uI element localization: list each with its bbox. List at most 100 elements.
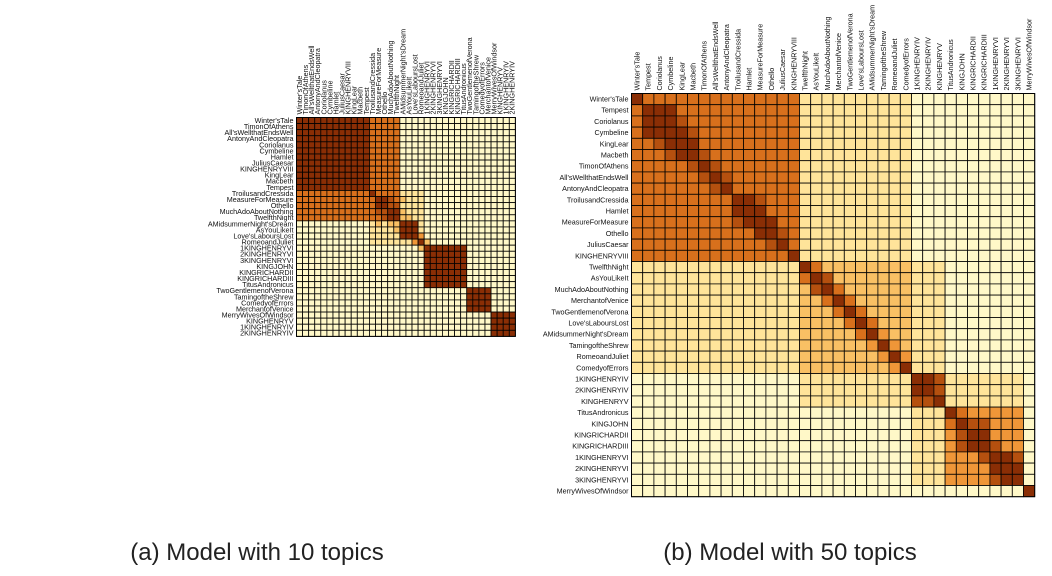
heatmap-cell — [866, 328, 879, 341]
heatmap-cell — [720, 104, 733, 117]
heatmap-cell — [448, 165, 455, 173]
heatmap-cell — [369, 263, 376, 270]
heatmap-cell — [978, 249, 991, 262]
heatmap-cell — [369, 196, 376, 204]
heatmap-cell — [653, 182, 666, 195]
heatmap-cell — [393, 275, 401, 283]
heatmap-cell — [387, 287, 395, 295]
heatmap-cell — [776, 406, 789, 419]
column-label: TamingoftheShrew — [879, 30, 888, 90]
heatmap-cell — [754, 417, 767, 430]
heatmap-cell — [466, 323, 474, 331]
heatmap-cell — [675, 137, 688, 150]
row-label: Coriolanus — [594, 117, 629, 126]
heatmap-cell — [933, 249, 946, 262]
heatmap-cell — [787, 339, 800, 352]
heatmap-cell — [899, 137, 912, 150]
heatmap-cell — [687, 104, 700, 117]
heatmap-cell — [911, 305, 924, 318]
heatmap-cell — [356, 177, 364, 185]
heatmap-cell — [731, 451, 744, 464]
heatmap-cell — [832, 373, 845, 386]
heatmap-cell — [466, 135, 474, 143]
row-label: 2KINGHENRYVI — [575, 464, 628, 473]
heatmap-cell — [399, 141, 407, 149]
heatmap-cell — [843, 104, 856, 117]
heatmap-cell — [387, 226, 395, 234]
heatmap-cell — [855, 417, 868, 430]
heatmap-cell — [466, 177, 474, 185]
heatmap-cell — [709, 216, 722, 229]
heatmap-cell — [296, 147, 303, 155]
heatmap-cell — [899, 305, 912, 318]
heatmap-cell — [362, 129, 370, 137]
heatmap-cell — [776, 384, 789, 397]
heatmap-cell — [496, 183, 504, 191]
heatmap-cell — [989, 149, 1002, 162]
heatmap-cell — [866, 361, 879, 374]
heatmap-cell — [387, 323, 395, 331]
heatmap-cell — [776, 261, 789, 274]
heatmap-cell — [832, 205, 845, 218]
heatmap-cell — [832, 93, 845, 106]
heatmap-cell — [799, 384, 812, 397]
heatmap-cell — [754, 171, 767, 184]
heatmap-cell — [411, 293, 419, 301]
heatmap-cell — [302, 238, 310, 246]
heatmap-cell — [1000, 373, 1013, 386]
heatmap-cell — [326, 147, 334, 155]
heatmap-cell — [787, 395, 800, 408]
heatmap-cell — [356, 323, 364, 331]
heatmap-cell — [338, 147, 346, 155]
heatmap-cell — [344, 117, 352, 124]
heatmap-cell — [338, 135, 346, 143]
heatmap-cell — [399, 232, 407, 240]
heatmap-cell — [448, 317, 455, 325]
heatmap-cell — [344, 214, 352, 222]
heatmap-cell — [698, 406, 711, 419]
heatmap-cell — [381, 317, 389, 325]
heatmap-cell — [653, 149, 666, 162]
heatmap-cell — [478, 263, 486, 270]
heatmap-cell — [888, 193, 901, 206]
heatmap-cell — [393, 135, 401, 143]
heatmap-cell — [765, 440, 778, 453]
heatmap-cell — [743, 137, 756, 150]
heatmap-cell — [484, 117, 492, 124]
heatmap-cell — [466, 311, 474, 319]
heatmap-cell — [405, 226, 413, 234]
heatmap-cell — [743, 451, 756, 464]
heatmap-cell — [922, 417, 935, 430]
heatmap-cell — [350, 323, 358, 331]
heatmap-cell — [989, 193, 1002, 206]
heatmap-cell — [855, 137, 868, 150]
heatmap-cell — [411, 153, 419, 161]
heatmap-cell — [631, 227, 644, 240]
row-label: Love'sLaboursLost — [233, 231, 293, 240]
heatmap-cell — [344, 293, 352, 301]
heatmap-cell — [490, 183, 498, 191]
heatmap-cell — [302, 269, 310, 276]
heatmap-cell — [1011, 339, 1024, 352]
heatmap-cell — [922, 395, 935, 408]
heatmap-cell — [448, 275, 455, 283]
heatmap-cell — [466, 281, 474, 289]
heatmap-cell — [664, 283, 677, 296]
heatmap-cell — [855, 473, 868, 486]
heatmap-cell — [502, 293, 510, 301]
heatmap-cell — [944, 149, 957, 162]
heatmap-cell — [843, 406, 856, 419]
heatmap-cell — [687, 182, 700, 195]
heatmap-cell — [460, 287, 468, 295]
heatmap-cell — [442, 311, 449, 319]
row-label: Hamlet — [271, 152, 294, 161]
heatmap-cell — [387, 141, 395, 149]
heatmap-cell — [955, 171, 968, 184]
heatmap-cell — [866, 272, 879, 285]
heatmap-cell — [429, 305, 437, 313]
heatmap-cell — [776, 171, 789, 184]
heatmap-cell — [765, 238, 778, 251]
column-label: 1KINGHENRYVI — [423, 61, 432, 114]
heatmap-cell — [776, 294, 789, 307]
heatmap-cell — [429, 317, 437, 325]
